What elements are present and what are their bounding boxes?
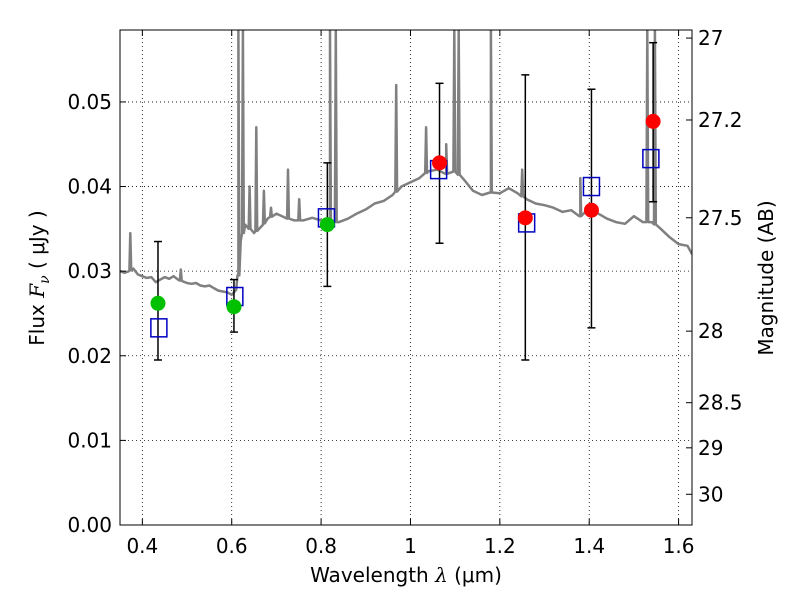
observed-point-green <box>150 295 166 311</box>
x-tick-label: 0.4 <box>126 534 158 558</box>
right-axis-label: Magnitude (AB) <box>754 200 778 355</box>
right-tick-label: 27 <box>698 26 723 50</box>
observed-point-red <box>583 202 599 218</box>
plot-frame <box>119 29 693 526</box>
x-tick-label: 0.6 <box>216 534 248 558</box>
x-tick-label: 1.2 <box>484 534 516 558</box>
observed-point-green <box>226 299 242 315</box>
model-photometry-group <box>150 148 660 338</box>
x-axis-label: Wavelength λ (μm) <box>310 563 502 587</box>
x-tick-label: 1.4 <box>573 534 605 558</box>
x-tick-labels: 0.4 0.6 0.8 1 1.2 1.4 1.6 <box>126 534 694 558</box>
observed-point-red <box>432 155 448 171</box>
y-tick-label: 0.04 <box>67 175 112 199</box>
x-tick-label: 1 <box>404 534 417 558</box>
x-tick-label: 0.8 <box>305 534 337 558</box>
model-photometry-square <box>642 148 660 169</box>
right-tick-label: 27.5 <box>698 206 743 230</box>
model-photometry-square <box>582 176 601 197</box>
right-tick-label: 27.2 <box>698 108 743 132</box>
y-tick-label: 0.05 <box>67 90 112 114</box>
x-tick-label: 1.6 <box>663 534 695 558</box>
error-bars-group <box>153 41 658 361</box>
right-tick-label: 28 <box>698 319 723 343</box>
y-tick-label: 0.01 <box>67 428 112 452</box>
right-tick-labels: 27 27.2 27.5 28 28.5 29 30 <box>698 26 743 506</box>
tick-marks <box>120 30 692 526</box>
right-tick-label: 29 <box>698 436 723 460</box>
model-photometry-square <box>150 318 168 338</box>
observed-points-group <box>150 113 661 315</box>
y-tick-label: 0.00 <box>67 513 112 537</box>
y-axis-label: Flux Fν ( μJy ) <box>25 210 53 345</box>
y-tick-labels: 0.00 0.01 0.02 0.03 0.04 0.05 <box>67 90 112 537</box>
y-tick-label: 0.02 <box>67 344 112 368</box>
y-tick-label: 0.03 <box>67 259 112 283</box>
right-tick-label: 28.5 <box>698 391 743 415</box>
right-tick-label: 30 <box>698 482 723 506</box>
observed-point-green <box>319 217 335 233</box>
observed-point-red <box>517 210 533 226</box>
observed-point-red <box>645 113 661 129</box>
